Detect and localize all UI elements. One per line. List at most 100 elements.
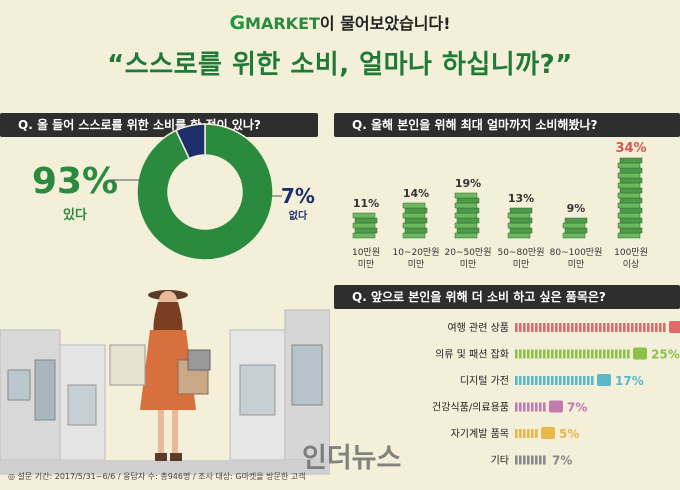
hbar-2-seg-10 [555,376,558,385]
money-bar-1-bill-4 [402,212,426,219]
survey-footer: ◎ 설문 기간: 2017/5/31~6/6 / 응답자 수: 총946명 / … [8,472,306,481]
hbar-2-seg-13 [567,376,570,385]
hbar-1-seg-25 [615,349,618,359]
money-bar-5-bill-4 [617,212,641,219]
hbar-2-seg-6 [539,376,542,385]
money-bar-3-bill-4 [507,212,531,219]
money-bar-3-bill-1 [509,227,533,234]
hbar-0-seg-4 [531,323,534,332]
hbar-0-seg-2 [523,323,526,332]
money-bar-1-bill-6 [402,202,426,209]
hbar-0-seg-20 [595,323,598,332]
hbar-5-seg-3 [527,455,530,465]
hbar-1-seg-18 [587,349,590,359]
hbar-0-seg-0 [515,323,518,332]
money-bar-2-bill-3 [456,217,480,224]
money-bar-5-bill-12 [617,172,641,179]
money-bar-5-bill-11 [619,177,643,184]
hbar-category-4: 자기계발 품목 [451,428,509,440]
money-bar-category-5-line-1: 이상 [623,259,640,270]
hbar-2-seg-2 [523,376,526,385]
book-icon [541,427,555,439]
money-bar-category-0-line-1: 미만 [358,259,375,270]
hbar-1-seg-22 [603,349,606,359]
hbar-1-seg-15 [575,349,578,359]
money-bar-1-bill-1 [404,227,428,234]
hbar-label-2: 17% [615,374,644,388]
hbar-1-seg-20 [595,349,598,359]
money-bar-3-bill-0 [507,232,531,239]
hbar-1-seg-5 [535,349,538,359]
hbar-1-seg-12 [563,349,566,359]
hbar-1-seg-4 [531,349,534,359]
hbar-1-seg-10 [555,349,558,359]
money-bar-5-bill-1 [619,227,643,234]
hbar-1-seg-8 [547,349,550,359]
money-bar-5-bill-13 [619,167,643,174]
money-bar-0-bill-3 [354,217,378,224]
hbar-3-seg-2 [523,402,526,412]
header-suffix: 이 물어보았습니다! [319,14,451,33]
hbar-2-seg-19 [591,376,594,385]
hbar-0-seg-31 [639,323,642,332]
money-bar-0-bill-0 [352,232,376,239]
money-bar-0-bill-4 [352,212,376,219]
money-bar-2-bill-7 [456,197,480,204]
hbar-3-seg-6 [539,402,542,412]
money-bar-label-1: 14% [403,187,429,200]
money-bar-4-bill-0 [562,232,586,239]
hbar-2-seg-4 [531,376,534,385]
hbar-0-seg-17 [583,323,586,332]
hbar-1-seg-16 [579,349,582,359]
money-bar-2-bill-5 [456,207,480,214]
donut-label-0: 93% [32,161,118,202]
donut-category-0: 있다 [63,207,87,223]
money-bar-1-bill-0 [402,232,426,239]
hbar-2-seg-0 [515,376,518,385]
hbar-1-seg-17 [583,349,586,359]
money-bar-category-3-line-1: 미만 [513,259,530,270]
hbar-1-seg-6 [539,349,542,359]
hbar-5-seg-5 [535,455,538,465]
hbar-0-seg-26 [619,323,622,332]
hbar-1-seg-11 [559,349,562,359]
hbar-5-seg-6 [539,455,542,465]
hbar-2-seg-11 [559,376,562,385]
hbar-2-seg-14 [571,376,574,385]
hbar-0-seg-32 [643,323,646,332]
hbar-3-seg-4 [531,402,534,412]
hbar-3-seg-3 [527,402,530,412]
hbar-0-seg-35 [655,323,658,332]
camera-icon [597,374,611,386]
hbar-4-seg-2 [523,429,526,438]
money-bar-5-bill-0 [617,232,641,239]
hbar-1-seg-24 [611,349,614,359]
money-bar-label-5: 34% [615,141,646,156]
hbar-0-seg-13 [567,323,570,332]
money-bar-label-4: 9% [567,202,586,215]
money-bar-label-2: 19% [455,177,481,190]
money-bar-5-bill-9 [619,187,643,194]
hbar-3-seg-0 [515,402,518,412]
donut-label-1: 7% [281,184,315,208]
money-bar-1-bill-3 [404,217,428,224]
question-bar-3: Q. 앞으로 본인을 위해 더 소비 하고 싶은 품목은? [334,285,680,309]
hbar-2-seg-15 [575,376,578,385]
money-bar-label-0: 11% [353,197,379,210]
hbar-label-5: 7% [552,454,572,468]
hbar-0-seg-15 [575,323,578,332]
money-bar-category-4-line-1: 미만 [568,259,585,270]
hbar-1-seg-1 [519,349,522,359]
hbar-1-seg-9 [551,349,554,359]
hbar-2-seg-16 [579,376,582,385]
hbar-0-seg-9 [551,323,554,332]
hbar-0-seg-6 [539,323,542,332]
donut-slice-0 [136,123,274,261]
gmarket-logo-text: MARKET [245,14,320,33]
money-bar-3-bill-2 [507,222,531,229]
hbar-5-seg-1 [519,455,522,465]
money-bar-5-bill-2 [617,222,641,229]
money-bar-2-bill-2 [454,222,478,229]
hbar-category-3: 건강식품/의료용품 [432,402,509,414]
hbar-0-seg-14 [571,323,574,332]
